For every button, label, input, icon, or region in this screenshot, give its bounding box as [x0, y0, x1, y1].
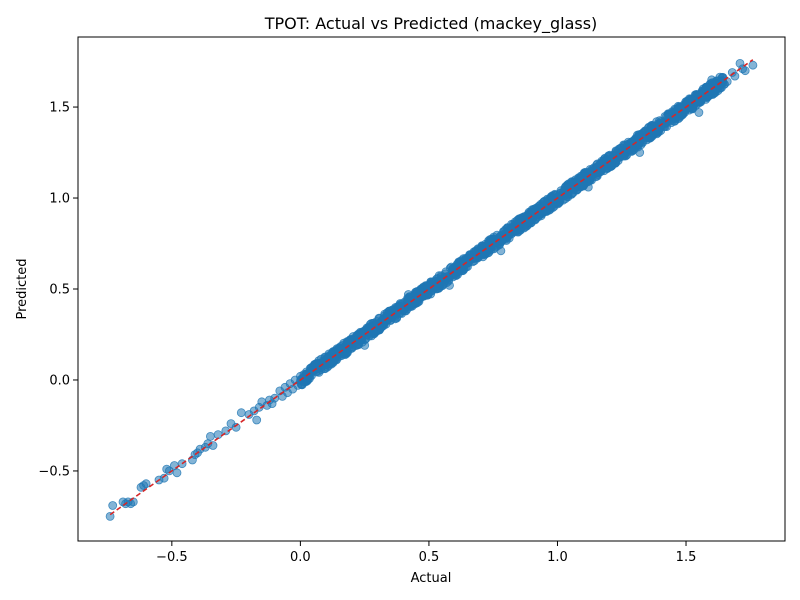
data-point [707, 75, 717, 85]
data-point [539, 196, 549, 206]
data-point [610, 153, 620, 163]
x-tick-label: 1.0 [547, 550, 568, 565]
y-axis: −0.5 0.0 0.5 1.0 1.5 [38, 101, 78, 479]
data-point [436, 272, 446, 282]
data-point [548, 191, 557, 201]
data-point [334, 345, 344, 355]
y-tick-label: 0.0 [49, 373, 70, 388]
data-point [422, 281, 432, 291]
data-point [445, 280, 454, 290]
data-point [159, 473, 169, 483]
y-tick-label: 1.0 [49, 192, 70, 207]
data-point [569, 183, 578, 193]
data-point [740, 66, 750, 76]
data-point [635, 148, 645, 157]
plot-area [77, 36, 786, 542]
data-point [231, 422, 241, 432]
data-point [208, 441, 218, 450]
data-point [172, 468, 182, 478]
data-point [526, 218, 536, 228]
x-axis-label: Actual [411, 571, 452, 586]
data-point [346, 335, 356, 344]
data-point [403, 290, 413, 299]
data-point [689, 98, 698, 108]
data-point [501, 231, 511, 240]
data-point [513, 227, 523, 237]
data-point [748, 60, 758, 70]
data-point [529, 204, 539, 214]
data-point [583, 182, 593, 192]
reference-line [109, 59, 754, 516]
x-axis: −0.5 0.0 0.5 1.0 1.5 [156, 541, 696, 565]
chart-title: TPOT: Actual vs Predicted (mackey_glass) [264, 14, 598, 34]
data-point [694, 108, 704, 117]
data-point [205, 431, 215, 441]
x-tick-label: 1.5 [676, 550, 697, 565]
data-point [496, 246, 506, 256]
data-point [324, 361, 334, 371]
data-point [169, 461, 179, 470]
y-axis-label: Predicted [15, 258, 30, 319]
data-point [548, 203, 558, 212]
y-tick-label: 1.5 [49, 101, 70, 116]
x-tick-label: 0.0 [290, 550, 311, 565]
y-tick-label: −0.5 [38, 464, 70, 479]
data-point [599, 166, 609, 176]
y-tick-label: 0.5 [49, 283, 70, 298]
data-point [108, 501, 118, 510]
data-point [664, 109, 674, 119]
data-point [469, 248, 479, 258]
data-point [105, 512, 115, 521]
data-point [515, 215, 524, 225]
x-tick-label: −0.5 [156, 550, 188, 565]
x-tick-label: 0.5 [419, 550, 440, 565]
data-point [541, 207, 551, 216]
data-point [141, 479, 151, 489]
data-point [360, 340, 370, 350]
data-point [607, 161, 617, 171]
data-points [105, 59, 758, 521]
data-point [614, 144, 624, 154]
data-point [252, 415, 262, 425]
data-point [236, 408, 246, 418]
